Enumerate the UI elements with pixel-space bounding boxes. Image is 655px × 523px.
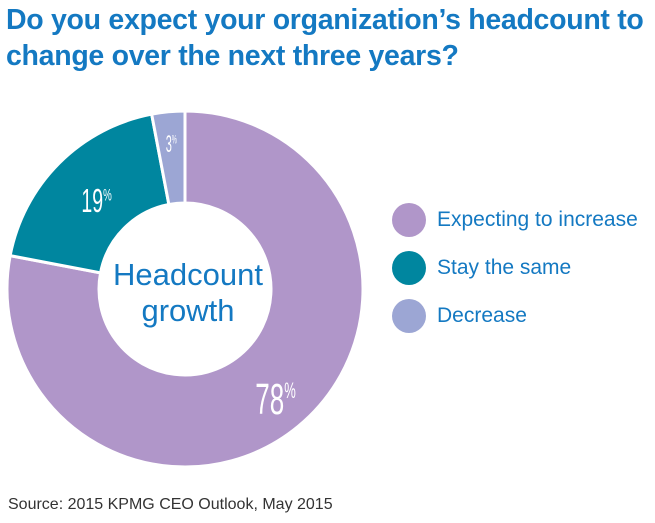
legend-item-stay-the-same: Stay the same [392, 244, 638, 292]
legend-swatch [392, 299, 426, 333]
percent-sign: % [284, 378, 296, 403]
chart-title: Do you expect your organization’s headco… [6, 2, 651, 74]
chart-legend: Expecting to increase Stay the same Decrea… [392, 196, 638, 340]
chart-title-line-2: change over the next three years? [6, 40, 459, 72]
slice-stay-the-same [8, 112, 171, 275]
legend-label: Expecting to increase [437, 208, 638, 231]
percent-sign: % [172, 132, 177, 146]
slice-decrease [149, 109, 187, 207]
legend-item-decrease: Decrease [392, 292, 638, 340]
legend-swatch [392, 251, 426, 285]
center-label-line-1: Headcount [113, 257, 263, 292]
source-note: Source: 2015 KPMG CEO Outlook, May 2015 [8, 496, 333, 513]
percent-sign: % [103, 186, 112, 204]
chart-title-line-1: Do you expect your organization’s headco… [6, 4, 644, 36]
legend-swatch [392, 203, 426, 237]
slice-expecting-to-increase [5, 109, 365, 469]
legend-label: Decrease [437, 304, 527, 327]
slice-label-decrease: 3% [166, 131, 177, 158]
center-label-line-2: growth [141, 293, 234, 328]
legend-label: Stay the same [437, 256, 572, 279]
legend-item-expecting-to-increase: Expecting to increase [392, 196, 638, 244]
